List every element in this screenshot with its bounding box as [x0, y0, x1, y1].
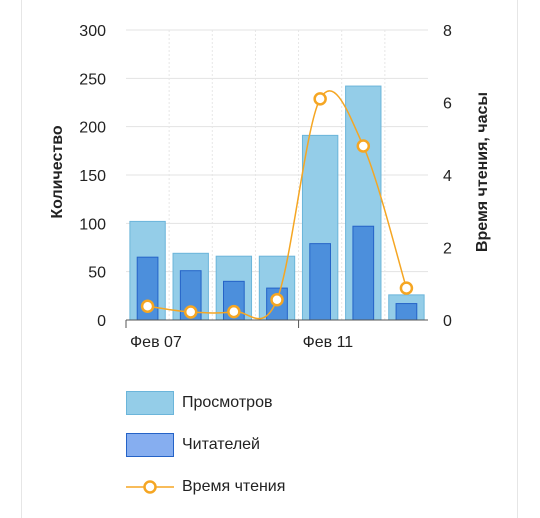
y2-tick-label: 8	[443, 23, 452, 40]
chart-bars	[129, 85, 425, 321]
point-reading-time	[183, 305, 198, 319]
y-tick-label: 250	[79, 71, 106, 88]
y2-tick-label: 4	[443, 168, 452, 185]
y-tick-label: 100	[79, 216, 106, 233]
legend-swatch-reading-time	[126, 480, 174, 494]
legend-label-reading-time: Время чтения	[182, 478, 286, 495]
legend-swatch-views	[126, 391, 174, 415]
line-reading-time	[147, 90, 408, 320]
y-axis-label: Количество	[49, 125, 66, 218]
legend-label-readers: Читателей	[182, 436, 260, 453]
y2-tick-label: 6	[443, 96, 452, 113]
point-reading-time	[227, 304, 241, 319]
legend-item-reading-time[interactable]: Время чтения	[126, 466, 285, 508]
chart-axes: 0 50 100 150 200 250 300 0 2 4 6 8 Фев 07 Фев 11	[79, 23, 452, 351]
point-reading-time	[270, 292, 284, 307]
chart-legend: Просмотров Читателей Время чтения	[126, 382, 285, 508]
y2-axis-label: Время чтения, часы	[474, 92, 491, 252]
bar-readers	[309, 243, 331, 321]
y-tick-label: 200	[79, 120, 106, 137]
y-tick-label: 50	[88, 265, 106, 282]
point-reading-time	[140, 299, 155, 313]
y2-tick-label: 0	[443, 313, 452, 330]
bar-readers	[352, 225, 375, 321]
legend-item-readers[interactable]: Читателей	[126, 424, 285, 466]
point-reading-time	[399, 281, 414, 295]
y-tick-label: 150	[79, 168, 106, 185]
y-tick-label: 0	[97, 313, 106, 330]
point-reading-time	[313, 92, 327, 106]
y2-tick-label: 2	[443, 241, 452, 258]
chart-line	[140, 90, 414, 320]
legend-label-views: Просмотров	[182, 394, 273, 411]
legend-swatch-readers	[126, 433, 174, 457]
legend-item-views[interactable]: Просмотров	[126, 382, 285, 424]
chart-card	[21, 0, 518, 518]
chart-plot: 0 50 100 150 200 250 300 0 2 4 6 8 Фев 07 Фев 11 Коли…	[49, 23, 491, 351]
y-tick-label: 300	[79, 23, 106, 40]
x-tick-label: Фев 07	[130, 334, 182, 351]
bar-readers	[395, 303, 418, 321]
x-tick-label: Фев 11	[303, 334, 354, 351]
point-reading-time	[356, 139, 371, 153]
